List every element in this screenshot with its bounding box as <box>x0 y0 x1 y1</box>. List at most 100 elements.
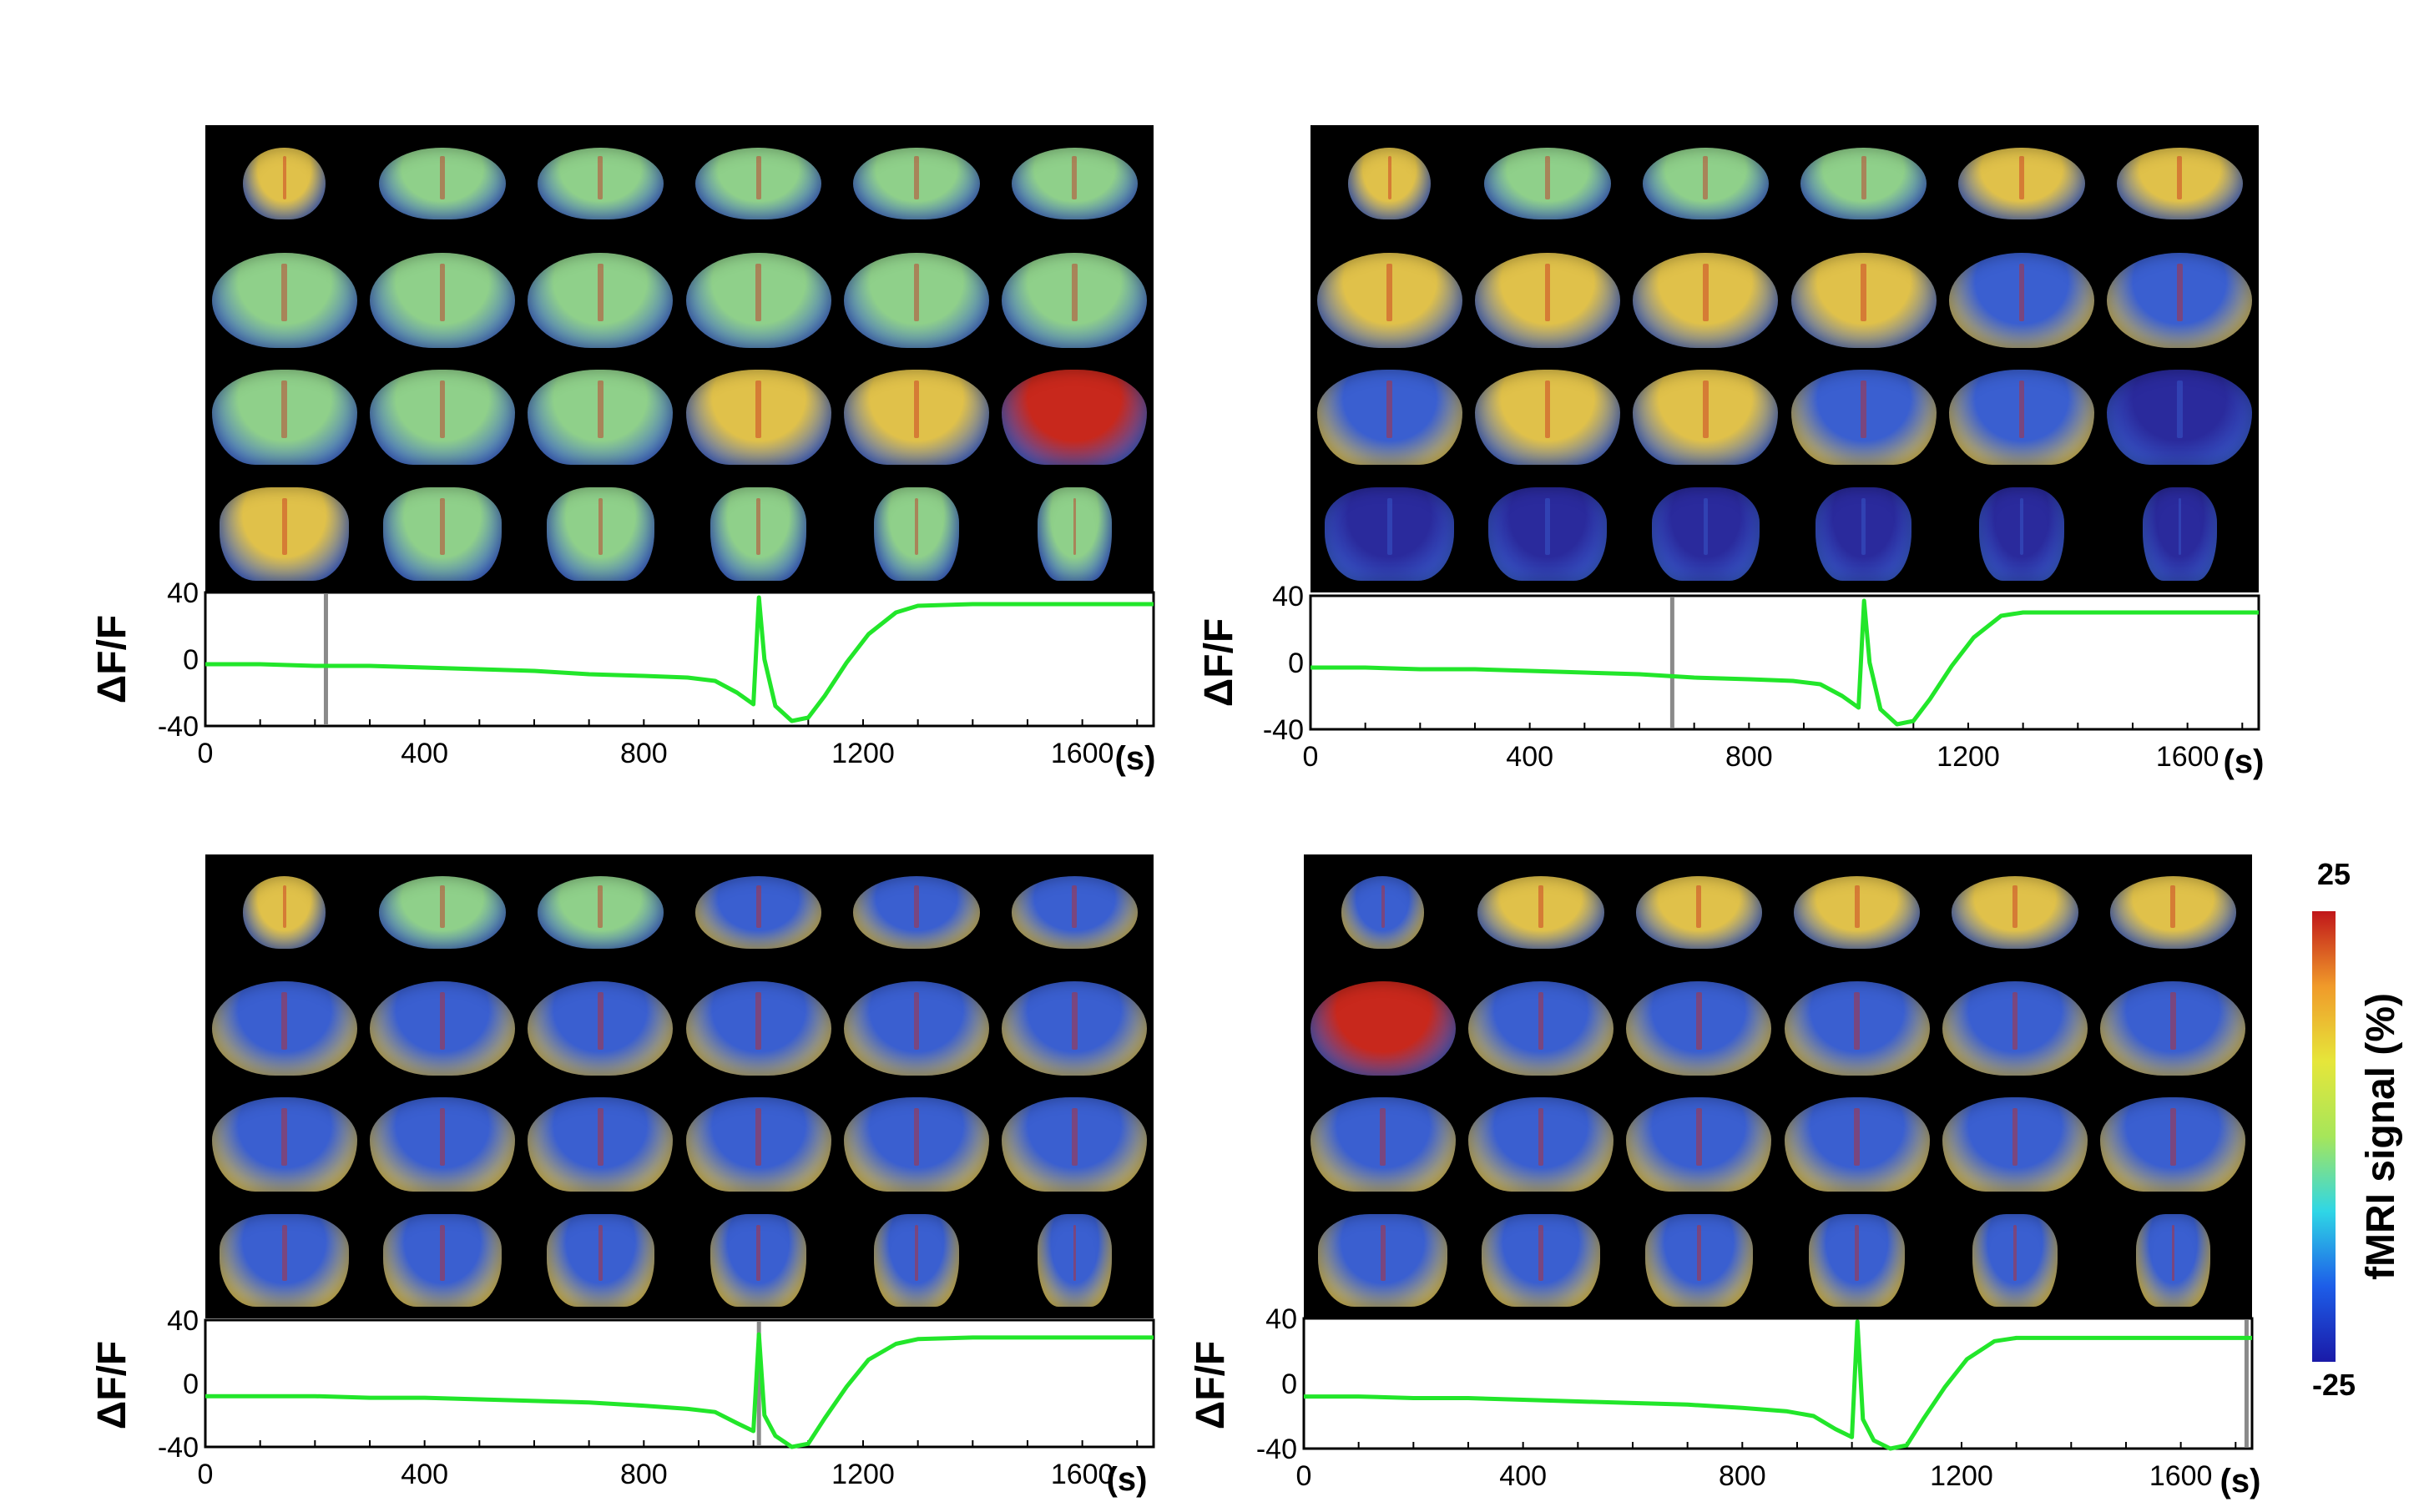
brain-slice <box>843 1096 990 1192</box>
brain-slice <box>1948 252 2095 349</box>
brain-slice <box>1482 1213 1600 1308</box>
brain-midline <box>1702 381 1709 439</box>
y-tick-label: 40 <box>167 577 199 609</box>
brain-slice <box>546 1213 654 1308</box>
brain-slice <box>1952 876 2078 949</box>
brain-slice <box>1978 487 2065 581</box>
brain-midline <box>2012 1108 2018 1166</box>
brain-slice <box>211 369 357 466</box>
brain-midline <box>440 1225 445 1281</box>
brain-midline <box>1702 264 1709 322</box>
brain-slice <box>1642 147 1770 220</box>
brain-midline <box>1861 381 1867 439</box>
brain-slice <box>1790 369 1937 466</box>
x-tick-label: 1200 <box>1937 741 2000 773</box>
brain-midline <box>2178 498 2182 555</box>
brain-slice <box>1790 252 1937 349</box>
brain-midline <box>281 992 288 1050</box>
brain-midline <box>439 885 445 929</box>
brain-midline <box>1072 885 1078 929</box>
brain-midline <box>2012 1225 2017 1281</box>
brain-slice <box>1310 1096 1456 1192</box>
x-unit-label: (s) <box>1107 1461 1148 1498</box>
brain-slice <box>2100 980 2246 1076</box>
brain-midline <box>2018 381 2025 439</box>
brain-midline <box>281 381 288 439</box>
brain-midline <box>2019 498 2024 555</box>
brain-midline <box>1696 885 1702 929</box>
colorbar: 25 -25 fMRI signal (%) <box>2312 857 2403 1402</box>
x-unit-label: (s) <box>2220 1463 2261 1499</box>
brain-slice <box>1633 369 1779 466</box>
brain-midline <box>1071 264 1078 322</box>
brain-slice <box>853 147 980 220</box>
brain-midline <box>1695 992 1702 1050</box>
brain-midline <box>1073 1225 1077 1281</box>
brain-slice <box>1316 369 1462 466</box>
trace-line <box>1310 598 2259 727</box>
brain-slice <box>1002 1096 1148 1192</box>
brain-slice <box>211 980 357 1076</box>
brain-slice <box>369 980 516 1076</box>
brain-slice <box>383 487 502 581</box>
brain-slice <box>537 147 664 220</box>
brain-slice <box>685 1096 831 1192</box>
brain-midline <box>755 381 762 439</box>
brain-slice <box>243 876 326 949</box>
plot-frame <box>204 591 1155 728</box>
x-unit-label: (s) <box>2224 743 2265 780</box>
y-tick-label: -40 <box>158 711 199 743</box>
brain-slice <box>694 147 822 220</box>
brain-slice <box>843 980 990 1076</box>
y-tick-label: 0 <box>1288 648 1304 679</box>
x-tick-label: 1200 <box>831 1459 895 1490</box>
brain-slice <box>1341 876 1424 949</box>
brain-slice-grid-bottom-left <box>205 854 1154 1318</box>
brain-slice <box>379 147 506 220</box>
x-tick-label: 1200 <box>831 738 895 769</box>
x-tick-label: 800 <box>1725 741 1773 773</box>
brain-slice <box>1815 487 1912 581</box>
brain-slice <box>1808 1213 1906 1308</box>
brain-midline <box>2176 381 2183 439</box>
brain-midline <box>1854 992 1861 1050</box>
brain-slice <box>1002 252 1148 349</box>
brain-slice <box>2116 147 2244 220</box>
brain-slice <box>1958 147 2085 220</box>
brain-midline <box>598 1225 603 1281</box>
x-tick-label: 1600 <box>2149 1460 2213 1492</box>
plot-frame <box>1302 1317 2254 1450</box>
brain-midline <box>2012 885 2017 929</box>
brain-midline <box>2018 264 2025 322</box>
brain-midline <box>913 381 920 439</box>
brain-slice <box>220 1213 350 1308</box>
brain-slice <box>1011 147 1139 220</box>
brain-slice-grid-top-left <box>205 125 1154 592</box>
brain-midline <box>598 156 603 200</box>
brain-slice <box>1942 980 2088 1076</box>
brain-slice <box>1310 980 1456 1076</box>
brain-slice <box>369 1096 516 1192</box>
y-tick-label: -40 <box>158 1432 199 1464</box>
brain-midline <box>1861 498 1866 555</box>
y-tick-label: -40 <box>1256 1434 1297 1465</box>
brain-midline <box>1538 885 1543 929</box>
x-tick-label: 400 <box>401 738 448 769</box>
brain-slice <box>1644 1213 1753 1308</box>
brain-midline <box>1695 1108 1702 1166</box>
brain-midline <box>439 381 446 439</box>
brain-slice <box>1474 252 1621 349</box>
brain-midline <box>755 1108 762 1166</box>
brain-slice <box>1635 876 1763 949</box>
brain-midline <box>1861 156 1866 200</box>
brain-midline <box>281 264 288 322</box>
brain-slice <box>1325 487 1455 581</box>
brain-slice <box>1467 980 1614 1076</box>
brain-midline <box>755 885 761 929</box>
brain-slice <box>528 252 674 349</box>
brain-slice <box>873 487 960 581</box>
brain-slice <box>369 369 516 466</box>
y-axis-label: ΔF/F <box>90 1341 134 1429</box>
brain-midline <box>1386 264 1393 322</box>
